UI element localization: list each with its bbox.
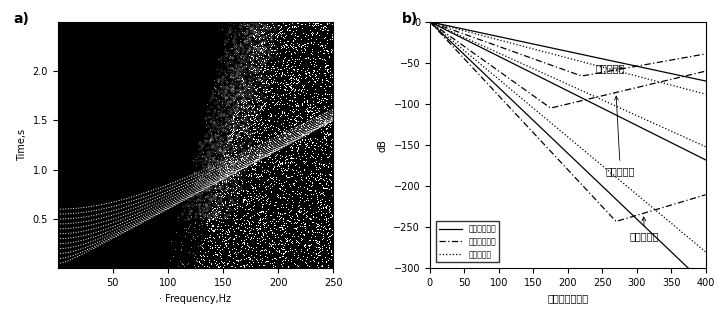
Text: b): b): [402, 12, 418, 26]
Y-axis label: dB: dB: [378, 139, 388, 152]
X-axis label: · Frequency,Hz: · Frequency,Hz: [159, 294, 231, 304]
Text: 第三次迭代: 第三次迭代: [595, 63, 625, 73]
X-axis label: 时间与频率乘积: 时间与频率乘积: [547, 294, 588, 304]
Y-axis label: Time,s: Time,s: [17, 129, 27, 161]
Legend: 应化流迅由弦, 高利流迅由弦, 最佳化组合: 应化流迅由弦, 高利流迅由弦, 最佳化组合: [436, 221, 500, 262]
Text: 第一次迭代: 第一次迭代: [630, 217, 659, 241]
Text: 第二次迭代: 第二次迭代: [606, 96, 635, 176]
Text: a): a): [14, 12, 30, 26]
